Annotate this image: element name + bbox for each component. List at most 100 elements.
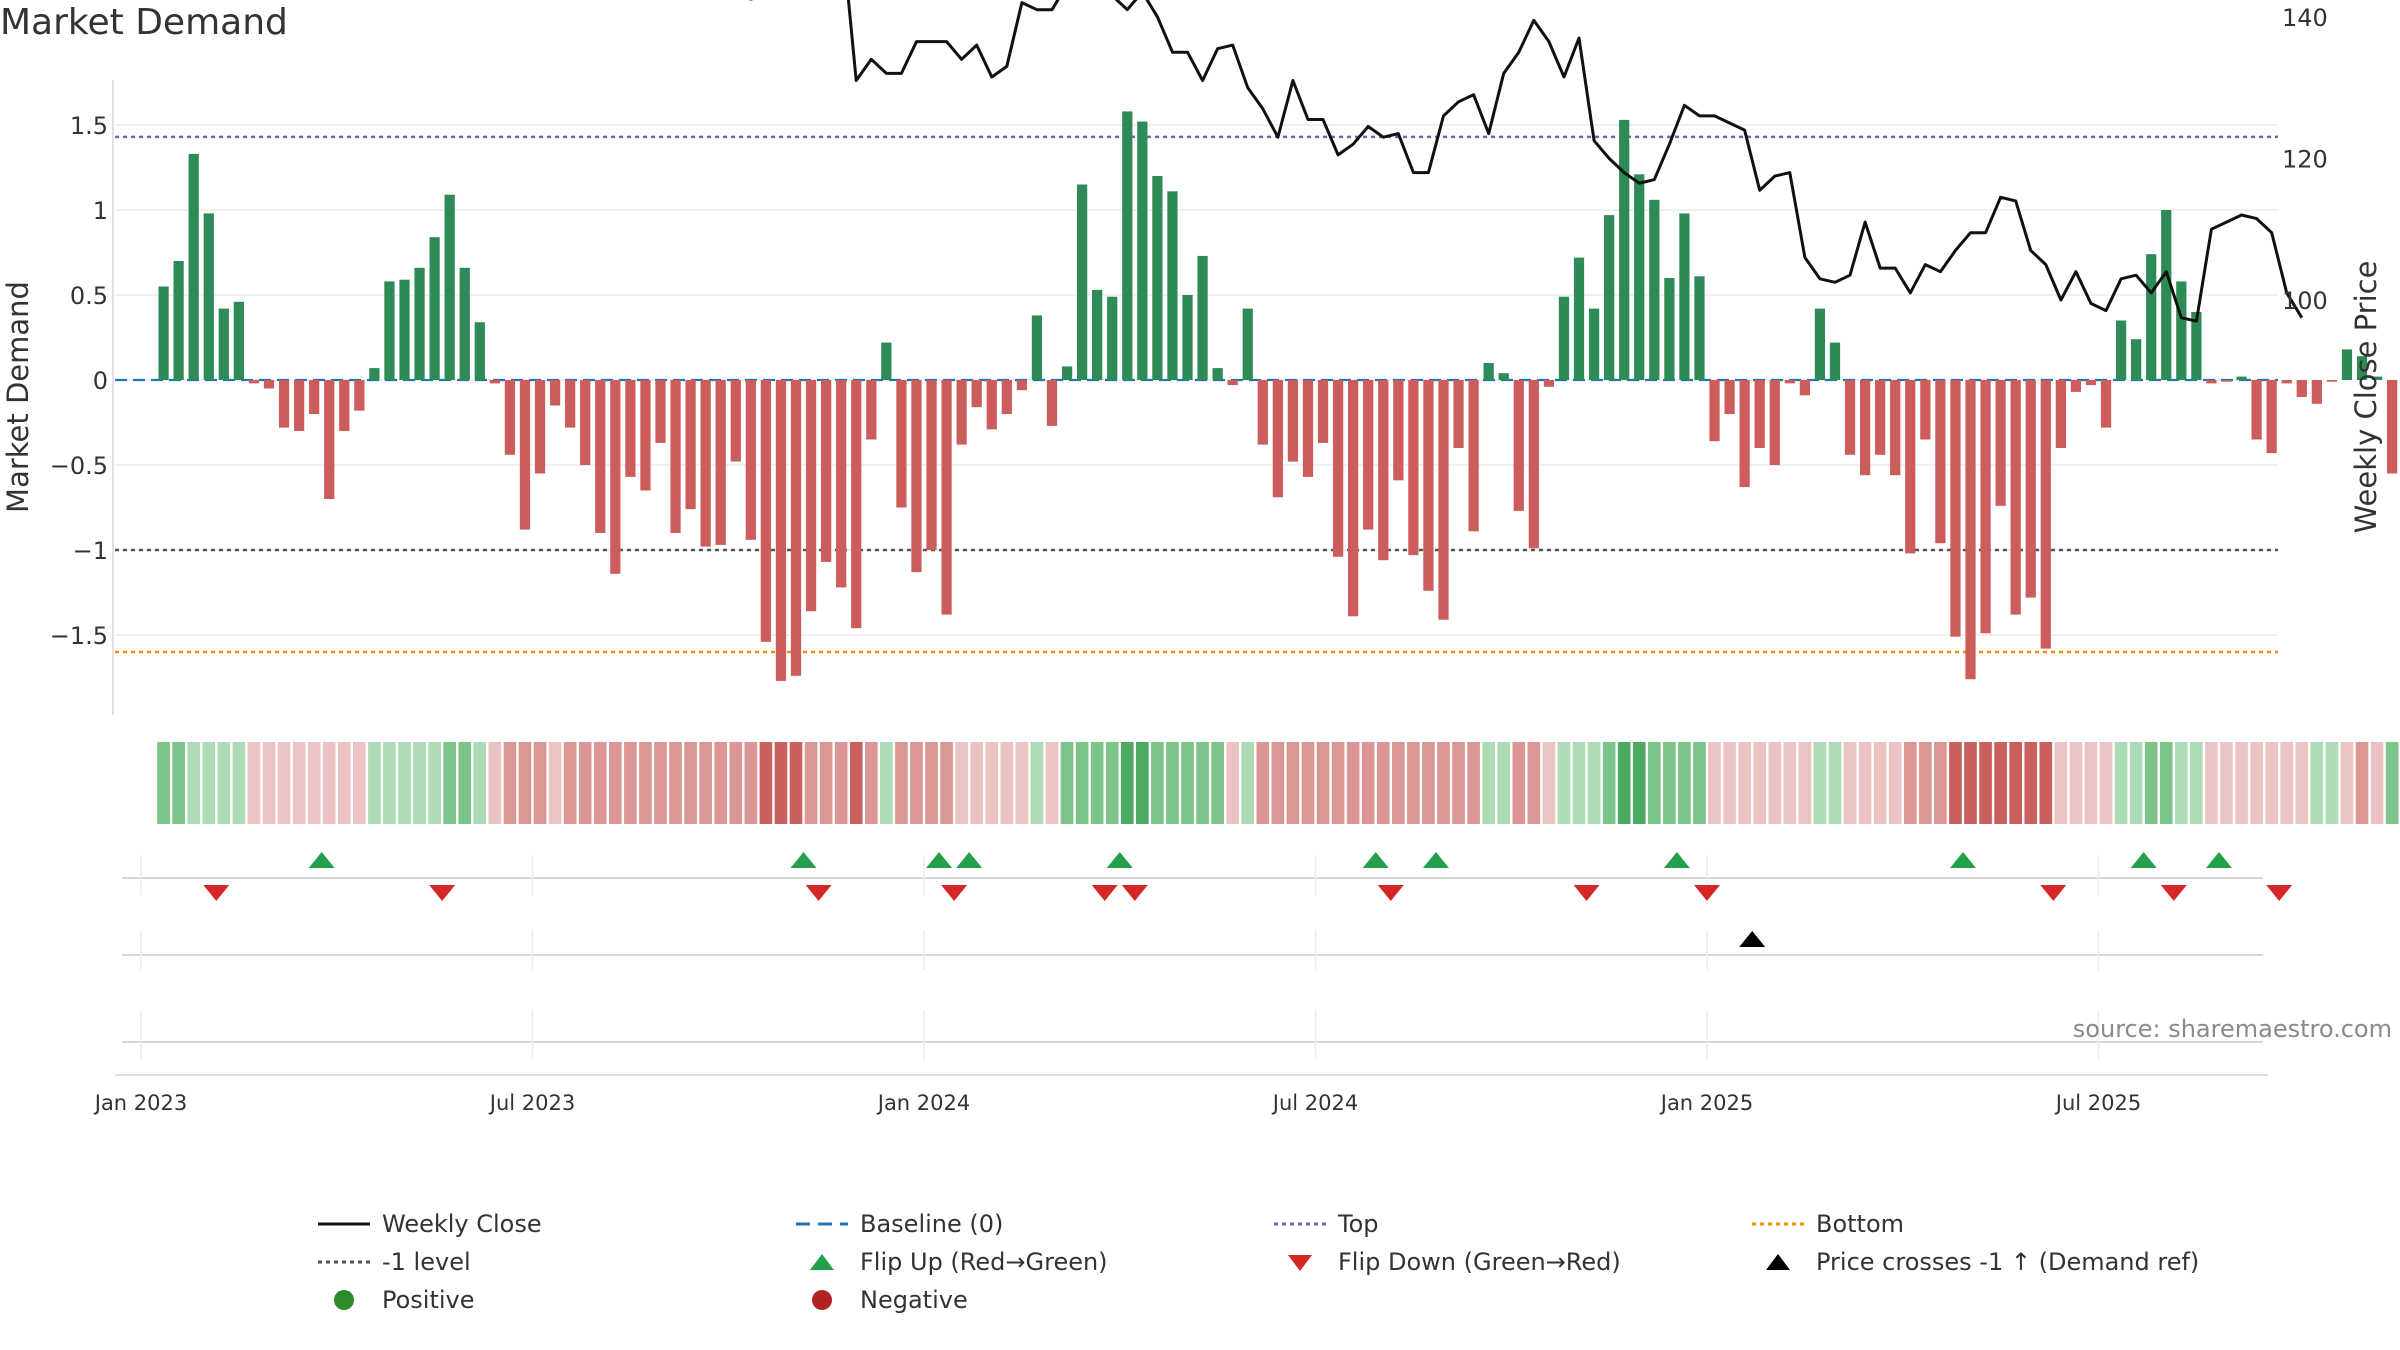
status-strip-cell (759, 742, 773, 824)
status-strip-cell (1903, 742, 1917, 824)
status-strip-cell (1437, 742, 1450, 824)
x-tick-label: Jan 2025 (1659, 1091, 1754, 1115)
demand-bar (1483, 363, 1494, 380)
demand-bar (429, 237, 440, 380)
demand-bar (1438, 380, 1449, 620)
demand-bar (489, 380, 500, 384)
demand-bar (911, 380, 922, 573)
status-strip-cell (2235, 742, 2248, 824)
left-tick-label: −1 (73, 537, 108, 565)
demand-bar (926, 380, 937, 550)
demand-bar (444, 194, 455, 380)
demand-bar (2311, 380, 2322, 404)
status-strip-cell (774, 742, 788, 824)
status-strip-cell (187, 742, 201, 824)
left-tick-label: −1.5 (50, 622, 108, 650)
status-strip-cell (413, 742, 426, 824)
demand-bar (1980, 380, 1991, 634)
status-strip-cell (1181, 742, 1194, 824)
demand-bar (1363, 380, 1374, 530)
status-strip-cell (2325, 742, 2339, 824)
demand-bar (504, 380, 516, 455)
legend-symbol-close (310, 1206, 376, 1242)
demand-bar (2387, 380, 2398, 474)
status-strip-cell (2159, 742, 2173, 824)
status-strip-cell (1527, 742, 1541, 824)
demand-bar (1965, 380, 1976, 680)
status-strip-cell (322, 742, 336, 824)
demand-bar (580, 380, 591, 465)
status-strip-cell (2190, 742, 2203, 824)
demand-bar (233, 301, 244, 380)
flip-up-marker (1422, 852, 1449, 868)
demand-bar (956, 380, 967, 445)
status-strip-cell (1572, 742, 1586, 824)
chart-title: Market Demand (0, 2, 288, 43)
flip-down-marker (1091, 885, 1118, 901)
status-strip-cell (307, 742, 321, 824)
demand-bar (2266, 380, 2277, 454)
flip-down-marker (2266, 885, 2293, 901)
status-strip-cell (654, 742, 667, 824)
demand-bar (248, 380, 260, 384)
status-strip-cell (1542, 742, 1556, 824)
left-tick-label: −0.5 (50, 452, 108, 480)
demand-bar (1664, 278, 1675, 380)
legend-label: Baseline (0) (860, 1210, 1004, 1238)
status-strip-cell (1391, 742, 1405, 824)
demand-bar (866, 380, 877, 440)
status-strip-cell (955, 742, 968, 824)
demand-bar (2281, 380, 2292, 384)
demand-bar (519, 380, 531, 530)
status-strip-cell (2039, 742, 2053, 824)
demand-bar (173, 261, 184, 380)
demand-bar (1619, 119, 1630, 381)
status-strip-cell (563, 742, 577, 824)
status-strip-cell (488, 742, 502, 824)
demand-bar (1001, 380, 1012, 414)
demand-bar (414, 267, 425, 380)
demand-bar (2371, 376, 2383, 380)
demand-bar (339, 380, 350, 431)
demand-bar (685, 380, 696, 510)
demand-bar (1754, 380, 1765, 448)
legend-symbol-baseline (788, 1206, 854, 1242)
flip-up-marker (2205, 852, 2232, 868)
status-strip-cell (1723, 742, 1736, 824)
status-strip-cell (1873, 742, 1887, 824)
demand-bar (203, 213, 214, 380)
status-strip-cell (2340, 742, 2354, 824)
demand-bar (354, 380, 365, 411)
demand-bar (1302, 380, 1314, 477)
flip-down-marker (1694, 885, 1720, 901)
legend-symbol-negative (788, 1282, 854, 1318)
status-strip-cell (548, 742, 562, 824)
demand-bar (1558, 296, 1570, 380)
demand-bar (1031, 315, 1043, 380)
status-strip-cell (518, 742, 532, 824)
demand-bar (1724, 380, 1735, 414)
grid-layer (115, 124, 2278, 1076)
demand-bar (1905, 380, 1916, 554)
legend-symbol-cross (1744, 1244, 1810, 1280)
status-strip-cell (157, 742, 170, 824)
status-strip-cell (2250, 742, 2263, 824)
flip-up-marker (1106, 852, 1133, 868)
flip-up-marker (1663, 852, 1690, 868)
status-strip-cell (1919, 742, 1932, 824)
status-strip-cell (1045, 742, 1059, 824)
weekly-close-line (749, 0, 2304, 323)
demand-bar (278, 380, 290, 428)
legend-symbol-bottom (1744, 1206, 1810, 1242)
status-strip-cell (895, 742, 908, 824)
status-strip-cell (970, 742, 984, 824)
demand-bar (2131, 339, 2142, 380)
demand-bar (1814, 308, 1826, 380)
demand-bar (790, 380, 802, 676)
demand-bar (2146, 254, 2157, 380)
demand-bar (1875, 380, 1886, 455)
demand-bar (986, 380, 997, 430)
status-strip-cell (1346, 742, 1360, 824)
legend-label: Flip Up (Red→Green) (860, 1248, 1108, 1276)
status-strip-cell (1256, 742, 1270, 824)
